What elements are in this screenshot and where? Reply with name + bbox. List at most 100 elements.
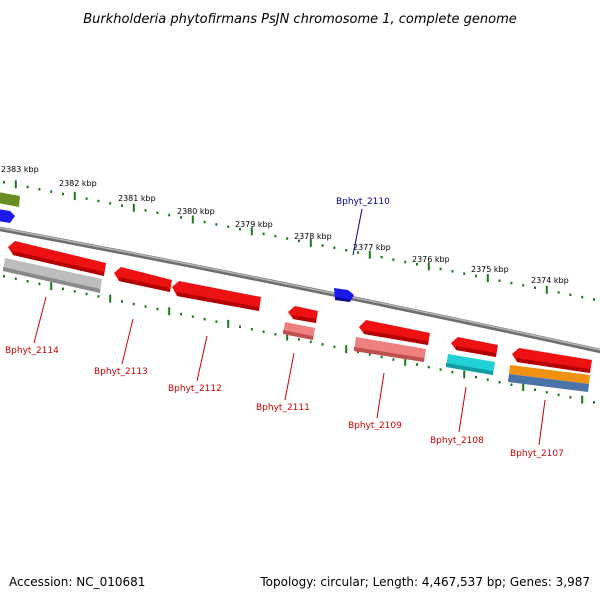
reverse-scale-minor-tick (239, 325, 241, 328)
gene-label-bphyt-2110[interactable]: Bphyt_2110 (336, 197, 390, 207)
reverse-scale-minor-tick (368, 353, 371, 356)
reverse-scale-major-tick (463, 370, 466, 379)
reverse-scale-minor-tick (309, 340, 312, 344)
gene-arrow-shade-bphyt-2112 (177, 292, 259, 311)
leader-bphyt-2107 (538, 399, 546, 446)
chromosome-backbone (0, 226, 600, 354)
reverse-scale-major-tick (109, 294, 112, 303)
cog-bar-bphyt-2107 (509, 365, 590, 384)
leader-bphyt-2108 (458, 386, 467, 433)
reverse-scale-minor-tick (180, 312, 182, 316)
reverse-scale-minor-tick (144, 305, 147, 308)
forward-scale-major-tick (427, 262, 430, 271)
forward-scale-major-tick (309, 238, 312, 247)
reverse-scale-minor-tick (298, 338, 300, 341)
gene-label-bphyt-2113[interactable]: Bphyt_2113 (94, 367, 148, 377)
forward-scale-major-tick (486, 274, 489, 283)
gene-bphyt-2110[interactable] (334, 288, 354, 302)
forward-scale-minor-tick (333, 246, 336, 250)
reverse-scale-minor-tick (215, 320, 218, 323)
scale-label-2379: 2379 kbp (235, 220, 273, 229)
gene-label-bphyt-2108[interactable]: Bphyt_2108 (430, 436, 484, 446)
forward-scale-minor-tick (534, 286, 536, 289)
reverse-scale-minor-tick (14, 277, 17, 280)
leader-bphyt-2111 (284, 352, 295, 401)
scale-label-2377: 2377 kbp (353, 243, 391, 252)
accession-text: Accession: NC_010681 (9, 575, 146, 589)
forward-scale-minor-tick (274, 234, 277, 238)
gene-label-bphyt-2114[interactable]: Bphyt_2114 (5, 346, 59, 356)
forward-scale-minor-tick (380, 256, 383, 259)
scale-label-2375: 2375 kbp (471, 265, 509, 274)
forward-scale-minor-tick (227, 225, 230, 228)
forward-scale-major-tick (250, 227, 253, 236)
reverse-scale-minor-tick (132, 302, 135, 306)
forward-scale-minor-tick (109, 202, 112, 205)
reverse-scale-minor-tick (475, 375, 477, 379)
gene-arrow-shade-bphyt-2107 (517, 358, 590, 373)
reverse-scale-minor-tick (357, 350, 359, 354)
forward-scale-major-tick (191, 215, 194, 224)
leader-bphyt-2109 (376, 372, 385, 419)
gene-label-bphyt-2111[interactable]: Bphyt_2111 (256, 403, 310, 413)
reverse-scale-minor-tick (380, 355, 383, 359)
forward-scale-major-tick (132, 203, 135, 212)
forward-scale-minor-tick (215, 223, 218, 226)
forward-scale-minor-tick (510, 281, 513, 285)
forward-scale-minor-tick (439, 267, 442, 271)
map-title: Burkholderia phytofirmans PsJN chromosom… (83, 12, 517, 27)
forward-scale-minor-tick (498, 279, 501, 282)
gene-arrow-shade-bphyt-2110 (335, 297, 350, 302)
reverse-scale-major-tick (581, 395, 584, 404)
gene-bphyt-2113[interactable] (114, 267, 172, 292)
genome-summary-text: Topology: circular; Length: 4,467,537 bp… (260, 575, 590, 589)
gene-bphyt-2112[interactable] (172, 281, 261, 311)
scale-label-2383: 2383 kbp (1, 165, 39, 174)
reverse-scale-minor-tick (451, 370, 454, 374)
reverse-scale-minor-tick (97, 295, 100, 298)
gene-labels: Bphyt_2114 Bphyt_2113 Bphyt_2112 Bphyt_2… (5, 197, 564, 459)
reverse-scale-major-tick (168, 307, 171, 316)
gene-bphyt-2109[interactable] (354, 320, 430, 362)
gene-arrow-shade-bphyt-2113 (119, 277, 170, 292)
gene-arrow-shade-bphyt-2108 (456, 346, 496, 357)
reverse-scale-minor-tick (321, 343, 324, 346)
forward-scale-minor-tick (522, 284, 525, 287)
gene-bphyt-2108[interactable] (446, 337, 498, 375)
scale-label-2380: 2380 kbp (177, 207, 215, 216)
gene-arrow-shade-bphyt-2109 (364, 330, 428, 345)
reverse-scale-minor-tick (26, 280, 29, 283)
gene-label-bphyt-2109[interactable]: Bphyt_2109 (348, 421, 402, 431)
forward-scale-minor-tick (463, 272, 466, 275)
gene-bphyt-2111[interactable] (283, 306, 318, 340)
forward-scale-minor-tick (569, 293, 572, 296)
reverse-scale-minor-tick (121, 300, 123, 303)
reverse-scale-minor-tick (510, 383, 513, 386)
scale-label-2381: 2381 kbp (118, 194, 156, 203)
cog-bar-shade-bphyt-2108 (446, 363, 493, 375)
forward-scale-minor-tick (156, 211, 159, 214)
leader-bphyt-2110 (352, 208, 363, 256)
reverse-scale-minor-tick (498, 381, 501, 384)
forward-scale-minor-tick (85, 197, 88, 200)
forward-scale-major-tick (14, 180, 17, 189)
reverse-scale-minor-tick (534, 388, 536, 391)
gene-bphyt-2114[interactable] (3, 241, 106, 293)
gene-bphyt-2107[interactable] (508, 348, 592, 392)
forward-scale-minor-tick (180, 216, 182, 219)
reverse-scale-ticks (3, 275, 595, 404)
forward-scale-minor-tick (3, 181, 5, 184)
forward-scale-minor-tick (581, 295, 584, 299)
gene-label-bphyt-2112[interactable]: Bphyt_2112 (168, 384, 222, 394)
scale-label-2376: 2376 kbp (412, 255, 450, 264)
reverse-scale-minor-tick (203, 317, 206, 321)
scale-label-2378: 2378 kbp (294, 232, 332, 241)
reverse-scale-minor-tick (85, 292, 88, 296)
forward-scale-minor-tick (262, 232, 265, 236)
forward-scale-minor-tick (475, 274, 477, 278)
leader-bphyt-2112 (196, 335, 208, 382)
gene-label-bphyt-2107[interactable]: Bphyt_2107 (510, 449, 564, 459)
forward-scale-minor-tick (50, 190, 53, 193)
